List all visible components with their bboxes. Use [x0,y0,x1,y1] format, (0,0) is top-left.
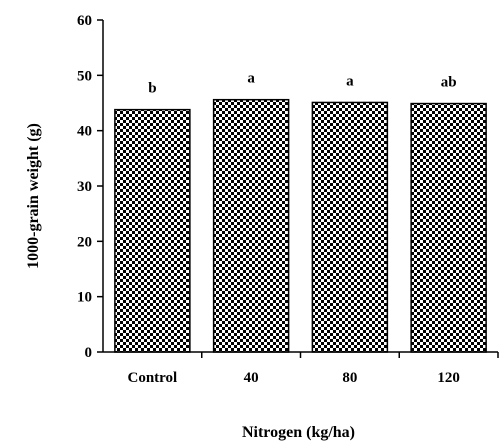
bar [410,102,487,353]
significance-labels: b a a ab [148,71,456,97]
x-category-label: 40 [244,370,259,386]
significance-label: b [148,81,156,97]
y-tick-label: 20 [77,234,92,250]
significance-label: a [346,73,354,89]
bar [212,98,290,353]
bar [311,101,389,353]
y-axis-ticks: 0 10 20 30 40 50 60 [77,13,103,361]
x-axis-title: Nitrogen (kg/ha) [242,424,355,441]
x-category-label: 120 [437,370,460,386]
bar [114,108,191,353]
x-category-label: Control [128,370,178,386]
y-tick-label: 0 [85,345,93,361]
x-category-label: 80 [342,370,357,386]
y-axis-title: 1000-grain weight (g) [25,123,42,269]
y-tick-label: 30 [77,179,92,195]
y-tick-label: 10 [77,290,92,306]
y-tick-label: 60 [77,13,92,29]
bars-group [114,98,487,353]
y-tick-label: 50 [77,68,92,84]
x-axis-ticks [201,352,499,358]
y-tick-label: 40 [77,124,92,140]
category-labels: Control 40 80 120 [128,370,460,386]
significance-label: a [247,71,255,87]
significance-label: ab [441,75,457,91]
